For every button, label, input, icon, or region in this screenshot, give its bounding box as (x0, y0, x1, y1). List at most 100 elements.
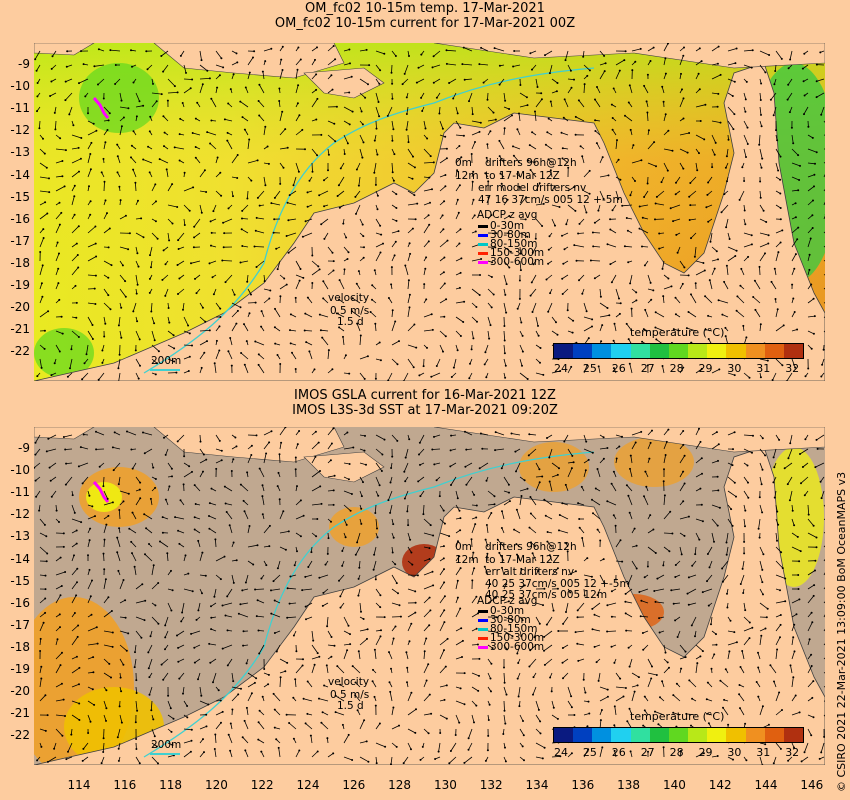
current-vector-head (442, 557, 445, 560)
current-vector (615, 696, 624, 702)
adcp-legend-label: 0-30m (490, 220, 525, 232)
current-vector-head (45, 450, 48, 453)
current-vector-head (100, 762, 103, 765)
current-vector-head (704, 103, 707, 106)
current-vector (71, 700, 80, 704)
current-vector-head (781, 567, 784, 570)
current-vector-head (332, 503, 335, 506)
current-vector-head (298, 114, 301, 117)
current-vector (471, 714, 475, 723)
current-vector (807, 595, 815, 604)
current-vector (49, 462, 57, 468)
current-vector (209, 260, 217, 264)
current-vector-head (664, 651, 667, 654)
current-vector (407, 692, 412, 702)
current-vector (132, 512, 137, 520)
current-vector-head (113, 431, 116, 434)
current-vector (319, 190, 329, 196)
current-vector (151, 756, 159, 764)
current-vector-head (48, 466, 51, 469)
current-vector-head (565, 223, 568, 226)
current-vector-head (456, 497, 459, 500)
current-vector (71, 254, 79, 262)
current-vector (503, 260, 510, 268)
current-vector-head (652, 289, 655, 292)
current-vector (530, 169, 537, 178)
current-vector (388, 490, 393, 501)
bottom-map-svg (34, 427, 825, 765)
current-vector-head (716, 524, 719, 527)
current-vector (231, 154, 239, 164)
current-vector-head (124, 616, 127, 619)
current-vector (439, 518, 446, 524)
current-vector-head (799, 453, 801, 455)
current-vector-head (807, 367, 810, 370)
current-vector-head (391, 97, 394, 100)
current-vector-head (666, 169, 669, 172)
current-vector (359, 355, 369, 360)
current-vector-head (169, 707, 172, 710)
current-vector-head (102, 485, 105, 488)
current-vector-head (710, 623, 712, 626)
current-vector-head (192, 246, 195, 249)
current-vector-head (448, 762, 451, 765)
current-vector-head (556, 717, 559, 720)
current-vector (247, 693, 253, 702)
current-vector (359, 218, 364, 225)
current-vector-head (215, 339, 218, 342)
current-vector-head (363, 246, 365, 249)
current-vector-head (609, 228, 612, 231)
current-vector-head (383, 438, 386, 441)
current-vector-head (223, 555, 226, 558)
current-vector (151, 358, 158, 364)
current-vector-head (59, 626, 61, 629)
current-vector (406, 106, 409, 115)
current-vector-head (233, 293, 236, 296)
current-vector-head (594, 98, 596, 101)
current-vector-head (699, 120, 702, 122)
current-vector-head (209, 661, 212, 664)
current-vector-head (495, 232, 498, 235)
current-vector-head (735, 641, 738, 644)
current-vector (503, 215, 510, 220)
current-vector-head (769, 664, 772, 667)
current-vector (359, 372, 366, 380)
current-vector-head (373, 269, 376, 272)
current-vector-head (701, 520, 704, 523)
current-vector-head (606, 688, 609, 691)
current-vector (423, 585, 434, 590)
current-vector (159, 541, 169, 548)
current-vector (529, 658, 537, 667)
current-vector-head (648, 457, 651, 460)
current-vector-head (660, 181, 663, 184)
current-vector (535, 728, 541, 734)
current-vector-head (173, 347, 176, 350)
current-vector (391, 241, 397, 248)
current-vector-head (155, 745, 158, 748)
current-vector-head (135, 692, 138, 694)
current-vector-head (172, 334, 175, 337)
current-vector-head (766, 607, 769, 610)
current-vector-head (687, 603, 690, 606)
current-vector-head (395, 193, 398, 196)
current-vector (375, 252, 381, 262)
current-vector-head (530, 541, 532, 544)
current-vector (274, 326, 281, 332)
current-vector-head (717, 443, 720, 446)
current-vector (439, 568, 445, 576)
current-vector-head (588, 169, 591, 172)
current-vector (786, 372, 793, 381)
current-vector (151, 565, 155, 576)
current-vector-head (170, 609, 173, 612)
current-vector-head (664, 454, 667, 456)
current-vector-head (350, 75, 353, 78)
current-vector-head (389, 511, 392, 514)
current-vector-head (713, 267, 716, 270)
current-vector (823, 174, 825, 178)
current-vector (391, 310, 394, 318)
current-vector-head (529, 496, 532, 498)
current-vector-head (721, 580, 724, 583)
adcp-legend-label: 300-600m (490, 641, 545, 653)
current-vector (164, 616, 169, 626)
lon-tick-label: 126 (342, 778, 366, 792)
